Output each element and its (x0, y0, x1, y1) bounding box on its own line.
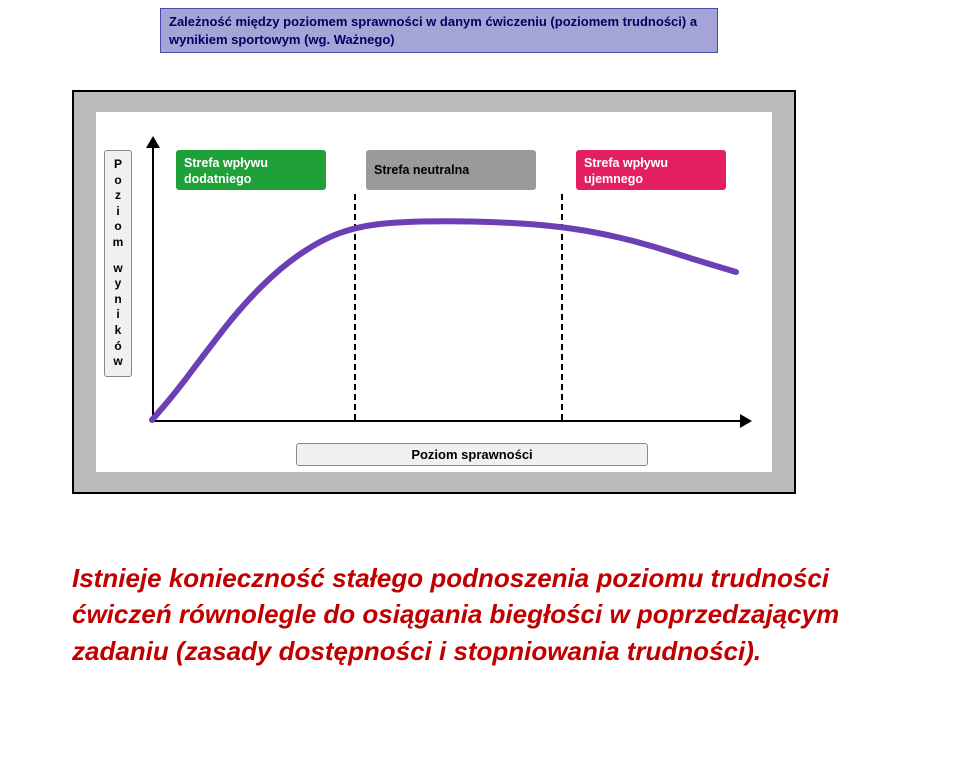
body-paragraph-text: Istnieje konieczność stałego podnoszenia… (72, 563, 839, 666)
chart-plot-area: Poziomwyników Strefa wpływu dodatniego S… (96, 112, 772, 472)
x-axis-label-text: Poziom sprawności (411, 447, 532, 462)
performance-curve (96, 112, 772, 472)
chart-panel: Poziomwyników Strefa wpływu dodatniego S… (72, 90, 796, 494)
body-paragraph: Istnieje konieczność stałego podnoszenia… (72, 560, 872, 669)
chart-title-box: Zależność między poziomem sprawności w d… (160, 8, 718, 53)
x-axis-label: Poziom sprawności (296, 443, 648, 466)
chart-title-text: Zależność między poziomem sprawności w d… (169, 14, 697, 47)
